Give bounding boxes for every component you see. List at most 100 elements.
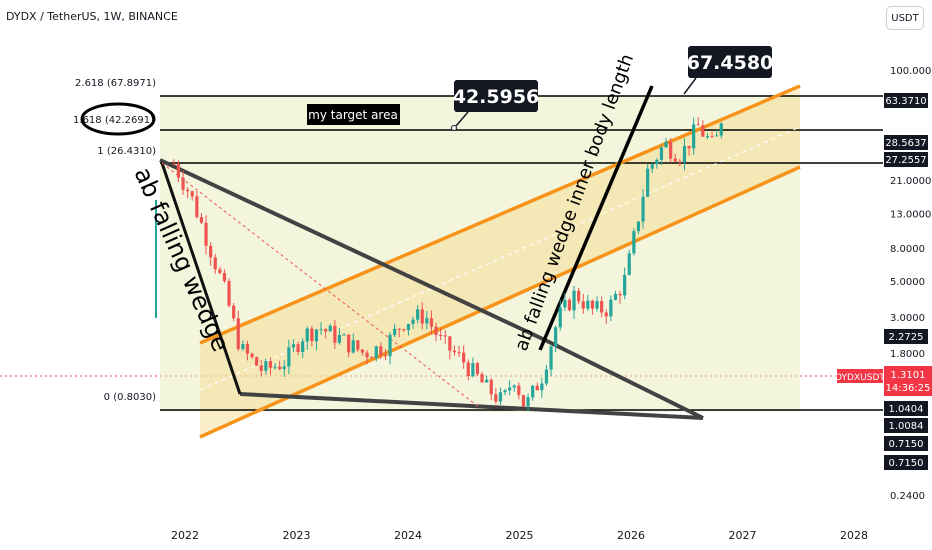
candle-body (278, 366, 282, 370)
candle-body (475, 363, 480, 375)
candle-body (328, 325, 332, 332)
candle-body (604, 312, 608, 317)
candle-body (508, 387, 512, 391)
candle-body (448, 336, 452, 351)
time-tick-2027: 2027 (729, 529, 757, 542)
callout-top-pointer (683, 77, 697, 95)
channel-upper (199, 84, 801, 345)
price-box (884, 152, 928, 167)
price-tick: 3.0000 (890, 313, 925, 324)
candle-body (314, 329, 319, 342)
price-axis-boxes: 63.3710 28.5637 27.2557 2.2725 1.0404 1.0084 0… (884, 93, 928, 470)
candle-body (411, 319, 415, 324)
time-tick-2022: 2022 (171, 529, 199, 542)
price-box-label: 28.5637 (885, 138, 926, 149)
target-area-label: my target area (308, 108, 398, 122)
candle-body (623, 274, 627, 296)
candle-body (209, 245, 213, 258)
candle-body (429, 318, 434, 327)
callout-mid-text: 42.5956 (453, 86, 540, 108)
channel-lower (199, 165, 801, 439)
candle-body (388, 334, 392, 357)
price-box (884, 418, 928, 433)
price-box-label: 1.0404 (889, 404, 924, 415)
candle-body (609, 299, 613, 317)
candle-body (554, 327, 558, 347)
candle-body (383, 355, 388, 357)
current-price-tag (884, 366, 932, 396)
candle-body (222, 272, 227, 282)
candle-body (342, 334, 346, 336)
time-axis[interactable] (0, 520, 883, 550)
target-area-bg (307, 104, 400, 125)
candle-body (324, 329, 328, 332)
candle-body (402, 329, 406, 331)
fib-label-2618: 2.618 (67.8971) (75, 78, 156, 89)
candle-body (526, 397, 530, 407)
price-box-label: 2.2725 (889, 332, 924, 343)
fib-label-1: 1 (26.4310) (97, 146, 156, 157)
callout-mid-dot (451, 125, 457, 131)
candle-body (379, 346, 383, 356)
candle-body (190, 191, 194, 197)
callout-mid-bg (454, 80, 538, 112)
candle-body (282, 366, 286, 370)
candle-body (494, 394, 498, 402)
price-box (884, 401, 928, 416)
candle-body (337, 334, 342, 343)
candle-body (471, 363, 475, 377)
candle-body (301, 341, 305, 353)
price-box (884, 455, 928, 470)
candle-body (186, 189, 190, 192)
candle-body (577, 290, 581, 302)
candle-body (291, 344, 296, 348)
candle-body (393, 328, 397, 335)
current-symbol-text: DYDXUSDT (835, 373, 885, 383)
candle-body (333, 325, 337, 343)
candle-body (462, 352, 466, 363)
price-axis[interactable] (883, 0, 932, 520)
body-length-line (538, 85, 654, 351)
candle-body (259, 365, 263, 371)
candle-body (236, 318, 240, 349)
price-box-label: 1.0084 (889, 421, 924, 432)
candle-body (535, 385, 539, 391)
candle-body (264, 361, 268, 371)
candle-body (558, 307, 562, 328)
candle-body (406, 323, 411, 331)
candle-body (466, 362, 470, 377)
candle-body (370, 357, 374, 359)
candle-body (669, 141, 673, 159)
candle-body (687, 145, 691, 149)
candle-body (655, 159, 659, 165)
candle-body (347, 334, 351, 353)
price-tick: 100.0000 (890, 66, 932, 77)
candle-body (618, 294, 622, 296)
candle-body (586, 300, 590, 309)
candle-body (521, 395, 526, 407)
candle-body (452, 350, 457, 353)
candle-body (678, 161, 682, 163)
candle-body (485, 379, 489, 383)
candle-body (273, 366, 277, 368)
price-box-label: 63.3710 (885, 96, 926, 107)
candle-body (613, 294, 618, 300)
price-box-label: 0.7150 (889, 458, 924, 469)
time-tick-2026: 2026 (617, 529, 645, 542)
candle-body (227, 281, 231, 306)
time-tick-2024: 2024 (394, 529, 422, 542)
candle-body (181, 177, 185, 190)
candle-body (701, 125, 705, 137)
fib-label-1618: 1.618 (42.2691) (73, 115, 154, 126)
callout-top-bg (688, 46, 772, 78)
currency-button[interactable]: USDT (886, 6, 924, 30)
candle-body (374, 346, 378, 358)
candle-body (360, 349, 365, 353)
candle-body (710, 136, 714, 138)
candle-body (549, 346, 553, 370)
candle-body (498, 392, 503, 402)
price-box (884, 329, 928, 344)
time-tick-2025: 2025 (506, 529, 534, 542)
